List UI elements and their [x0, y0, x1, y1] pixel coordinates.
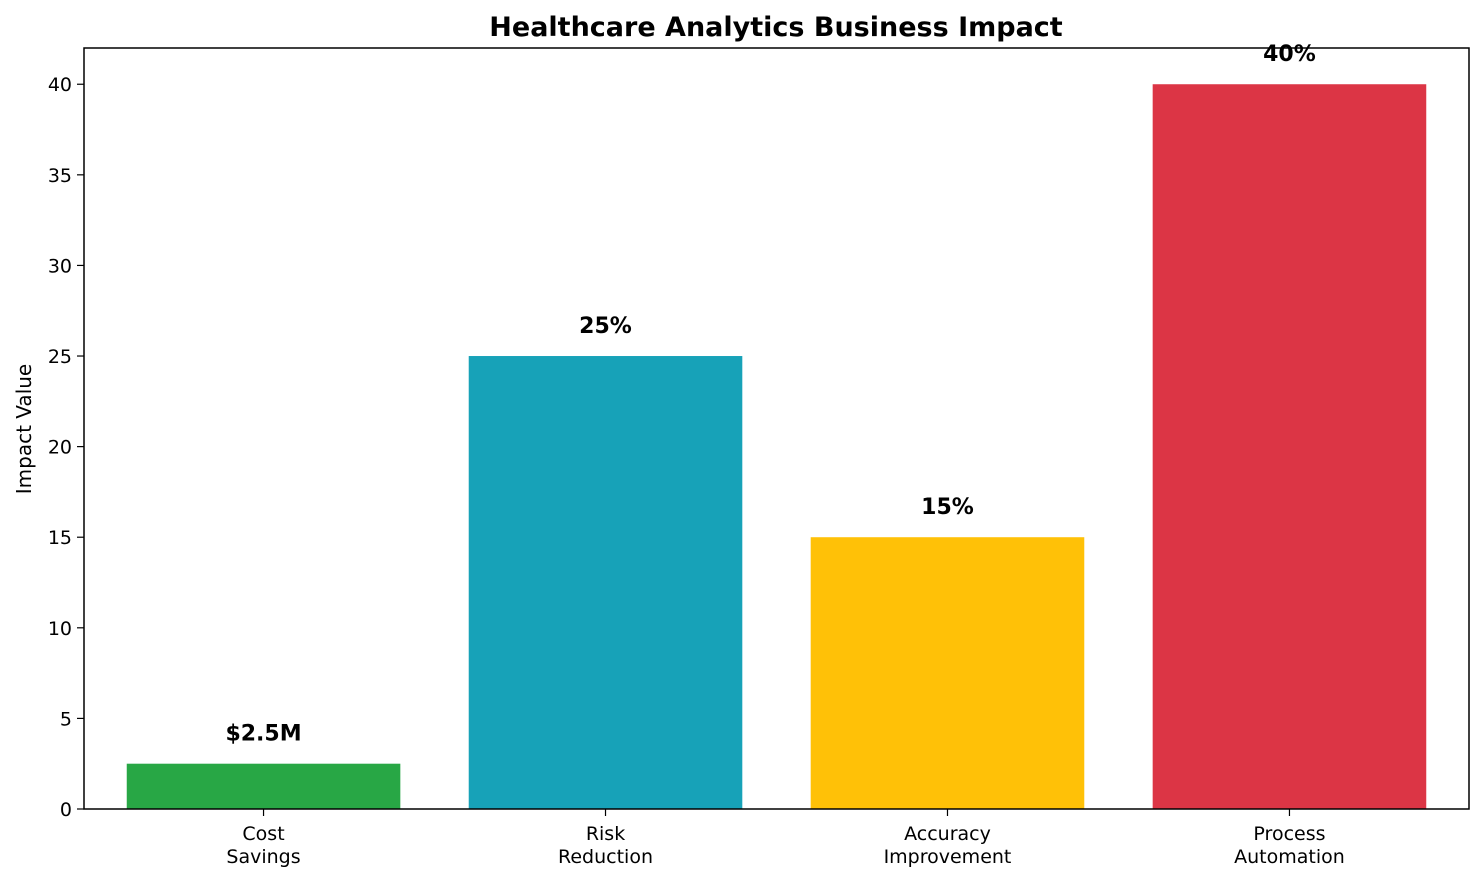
x-tick-label: Savings — [226, 846, 300, 868]
y-tick-label: 25 — [48, 346, 72, 368]
value-label: 15% — [921, 495, 974, 520]
y-tick-label: 15 — [48, 527, 72, 549]
bar — [126, 763, 401, 809]
y-axis-ticks: 0 5 10 15 20 25 30 35 40 — [48, 74, 84, 821]
x-tick-label: Improvement — [884, 846, 1012, 868]
y-tick-label: 35 — [48, 165, 72, 187]
x-tick-label: Cost — [242, 823, 284, 845]
value-labels-group: $2.5M 25% 15% 40% — [225, 42, 1315, 746]
x-tick-label: Risk — [586, 823, 625, 845]
y-axis-label: Impact Value — [12, 364, 36, 494]
value-label: 25% — [579, 314, 632, 339]
plot-frame — [83, 47, 1470, 810]
value-label: $2.5M — [225, 722, 301, 747]
x-tick-label: Process — [1253, 823, 1325, 845]
y-tick-label: 0 — [60, 799, 72, 821]
x-tick-label: Accuracy — [904, 823, 991, 845]
chart-title: Healthcare Analytics Business Impact — [489, 12, 1063, 43]
x-tick-label: Reduction — [558, 846, 653, 868]
bars-group — [126, 84, 1427, 809]
y-tick-label: 40 — [48, 74, 72, 96]
y-tick-label: 5 — [60, 708, 72, 730]
x-tick-label: Automation — [1234, 846, 1345, 868]
bar — [810, 537, 1085, 809]
y-tick-label: 30 — [48, 255, 72, 277]
y-tick-label: 20 — [48, 437, 72, 459]
value-label: 40% — [1263, 42, 1316, 67]
bar — [468, 356, 743, 809]
y-tick-label: 10 — [48, 618, 72, 640]
bar — [1152, 84, 1427, 809]
